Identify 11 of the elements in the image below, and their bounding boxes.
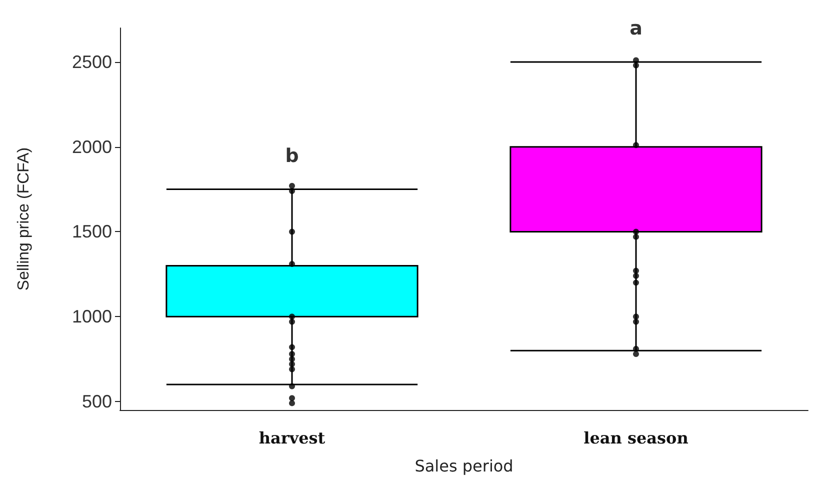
y-tick-label: 1500	[72, 222, 112, 242]
x-axis-title: Sales period	[414, 456, 514, 476]
y-axis-title: Selling price (FCFA)	[16, 147, 32, 291]
x-tick-label: lean season	[584, 428, 689, 448]
y-tick-label: 2500	[72, 52, 112, 72]
y-tick-label: 1000	[72, 306, 112, 327]
y-tick-label: 2000	[72, 136, 112, 157]
annotation: b	[285, 144, 299, 167]
annotation: a	[630, 17, 642, 40]
y-tick-label: 500	[82, 392, 112, 412]
x-tick-label: harvest	[258, 428, 326, 448]
